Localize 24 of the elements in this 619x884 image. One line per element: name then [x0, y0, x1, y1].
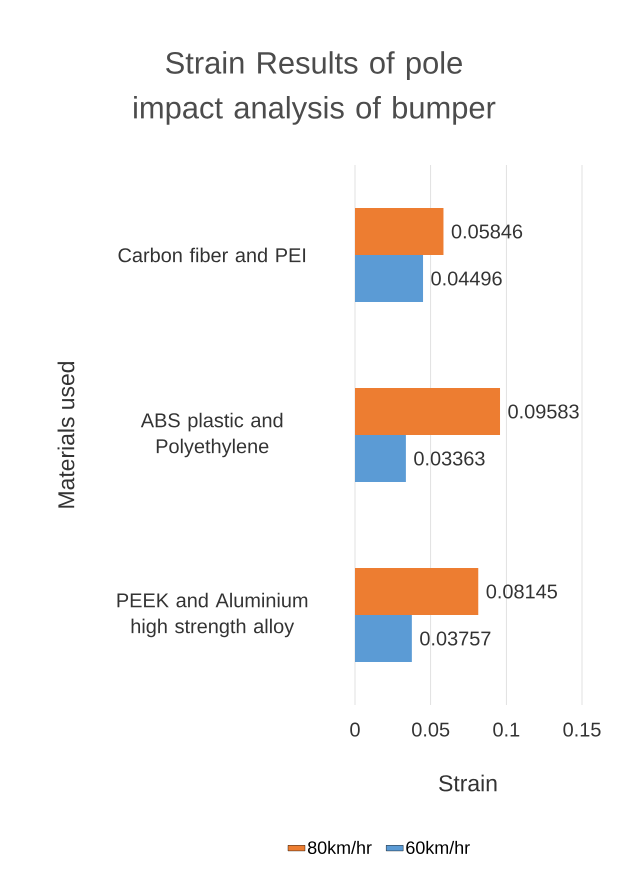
bar — [355, 568, 478, 616]
bar — [355, 255, 424, 302]
bar — [355, 388, 500, 436]
data-label: 0.09583 — [508, 404, 579, 419]
bar — [355, 615, 412, 662]
y-axis-title: Materials used — [58, 362, 74, 508]
x-axis-title: Strain — [439, 774, 496, 792]
y-tick-label: Carbon fiber and PEI — [118, 248, 306, 262]
bar — [355, 435, 406, 482]
x-tick-label: 0.15 — [563, 722, 601, 737]
legend-label: 60km/hr — [406, 840, 470, 854]
data-label: 0.04496 — [431, 271, 502, 286]
x-tick-label: 0.05 — [412, 722, 450, 737]
data-label: 0.03363 — [414, 451, 485, 466]
data-label: 0.08145 — [486, 584, 557, 599]
legend-label: 80km/hr — [308, 840, 372, 854]
bar — [355, 208, 444, 255]
y-tick-label: PEEK and Aluminium high strength alloy — [118, 592, 308, 638]
y-tick-label: ABS plastic and Polyethylene — [140, 412, 282, 458]
data-label: 0.05846 — [452, 224, 522, 239]
chart-title: Strain Results of pole impact analysis of bumper — [134, 51, 496, 125]
x-tick-label: 0 — [350, 722, 360, 737]
x-tick-label: 0.1 — [493, 722, 520, 737]
data-label: 0.03757 — [420, 631, 490, 646]
